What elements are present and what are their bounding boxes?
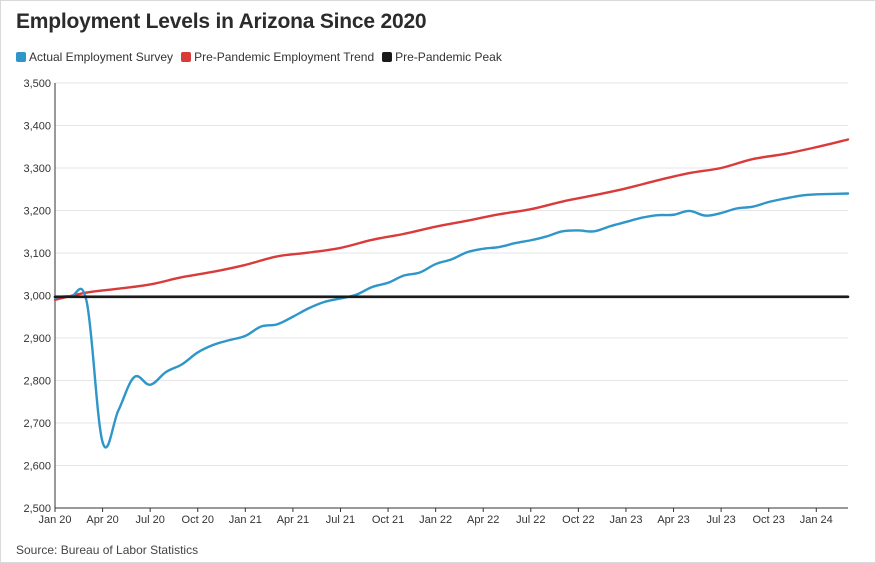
x-tick-label: Jul 21: [326, 514, 355, 526]
x-tick-label: Apr 20: [86, 514, 118, 526]
y-tick-label: 2,800: [23, 376, 51, 388]
y-tick-label: 3,300: [23, 163, 51, 175]
y-tick-label: 3,000: [23, 291, 51, 303]
x-tick-label: Jan 20: [38, 514, 71, 526]
source-note: Source: Bureau of Labor Statistics: [16, 543, 199, 557]
x-tick-label: Oct 23: [752, 514, 784, 526]
legend-label-actual: Actual Employment Survey: [29, 50, 174, 64]
chart-title: Employment Levels in Arizona Since 2020: [16, 10, 427, 33]
legend-item-actual[interactable]: Actual Employment Survey: [16, 50, 173, 64]
x-tick-label: Jan 23: [609, 514, 642, 526]
x-tick-label: Apr 23: [657, 514, 689, 526]
x-tick-label: Oct 20: [182, 514, 214, 526]
x-tick-label: Jan 24: [800, 514, 833, 526]
legend-item-trend[interactable]: Pre-Pandemic Employment Trend: [181, 50, 374, 64]
y-tick-label: 2,900: [23, 333, 51, 345]
y-tick-label: 2,600: [23, 461, 51, 473]
legend-swatch-peak: [382, 52, 393, 62]
series-line-actual: [53, 192, 850, 449]
line-chart: 2,500 2,600 2,700 2,800 2,900 3,000 3,100 3,200…: [23, 78, 850, 526]
y-tick-label: 2,700: [23, 418, 51, 430]
x-tick-label: Jan 22: [419, 514, 452, 526]
legend-swatch-trend: [181, 52, 192, 62]
x-tick-label: Jul 23: [706, 514, 735, 526]
legend-label-trend: Pre-Pandemic Employment Trend: [194, 50, 375, 64]
x-tick-label: Jul 22: [516, 514, 545, 526]
y-tick-label: 3,100: [23, 248, 51, 260]
legend-swatch-actual: [16, 52, 26, 62]
x-tick-label: Apr 22: [467, 514, 499, 526]
legend-item-peak[interactable]: Pre-Pandemic Peak: [382, 50, 502, 64]
x-tick-label: Apr 21: [277, 514, 309, 526]
y-tick-label: 2,500: [23, 503, 51, 515]
y-tick-label: 3,200: [23, 206, 51, 218]
x-tick-label: Oct 22: [562, 514, 594, 526]
x-tick-label: Jul 20: [135, 514, 164, 526]
series-line-trend: [53, 138, 850, 301]
x-tick-label: Jan 21: [229, 514, 262, 526]
x-tick-label: Oct 21: [372, 514, 404, 526]
chart-legend: Actual Employment Survey Pre-Pandemic Em…: [16, 50, 502, 64]
y-tick-label: 3,500: [23, 78, 51, 90]
y-tick-label: 3,400: [23, 121, 51, 133]
legend-label-peak: Pre-Pandemic Peak: [395, 50, 502, 64]
